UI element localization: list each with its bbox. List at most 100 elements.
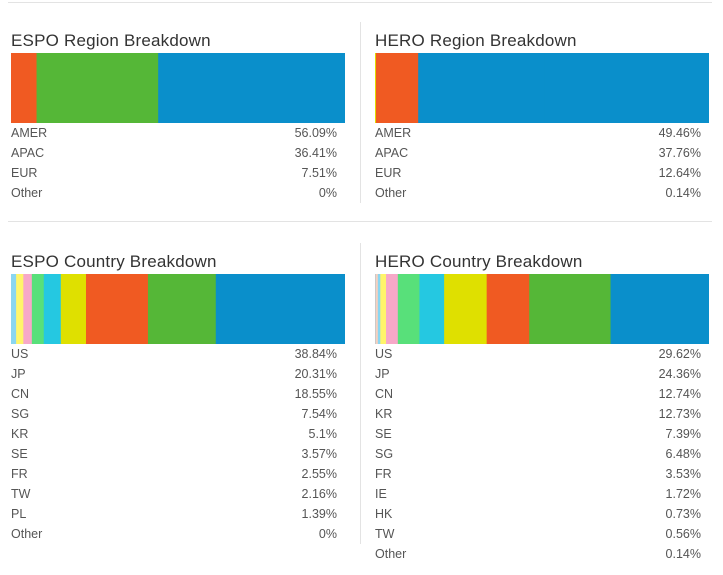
- legend-row-other: Other 0.14%: [375, 183, 701, 203]
- bar-segment-sg: [60, 274, 86, 344]
- legend-label: SE: [375, 427, 392, 441]
- legend-row-se: SE 3.57%: [11, 444, 337, 464]
- bar-segment-other: [375, 274, 376, 344]
- bar-segment-amer: [157, 53, 345, 123]
- legend-row-kr: KR 5.1%: [11, 424, 337, 444]
- legend-row-kr: KR 12.73%: [375, 404, 701, 424]
- chart-title: HERO Region Breakdown: [375, 31, 577, 50]
- legend-label: Other: [11, 186, 43, 200]
- legend-row-se: SE 7.39%: [375, 424, 701, 444]
- legend-label: IE: [375, 487, 387, 501]
- legend-row-cn: CN 18.55%: [11, 384, 337, 404]
- stacked-bar: [11, 274, 345, 344]
- legend-rows: US 38.84% JP 20.31% CN 18.55% SG 7.54% KR 5.1% SE 3…: [11, 344, 337, 544]
- legend-value: 3.53%: [665, 467, 701, 481]
- legend-rows: AMER 56.09% APAC 36.41% EUR 7.51% Other 0%: [11, 123, 337, 203]
- legend-row-apac: APAC 36.41%: [11, 143, 337, 163]
- stacked-bar: [375, 274, 709, 344]
- legend-value: 0.73%: [665, 507, 701, 521]
- bar-segment-ie: [379, 274, 387, 344]
- legend-label: FR: [375, 467, 392, 481]
- legend-value: 37.76%: [658, 146, 701, 160]
- legend-value: 0.14%: [665, 186, 701, 200]
- legend-row-jp: JP 20.31%: [11, 364, 337, 384]
- legend-label: Other: [375, 186, 407, 200]
- chart-title: ESPO Region Breakdown: [11, 31, 211, 50]
- legend-row-other: Other 0%: [11, 183, 337, 203]
- legend-label: EUR: [11, 166, 38, 180]
- legend-value: 3.57%: [301, 447, 337, 461]
- middle-divider: [8, 221, 712, 222]
- bar-segment-fr: [385, 274, 398, 344]
- legend-label: FR: [11, 467, 28, 481]
- column-divider-top: [360, 22, 361, 203]
- bar-segment-eur: [11, 53, 37, 123]
- bar-segment-amer: [543, 53, 709, 123]
- legend-value: 5.1%: [308, 427, 338, 441]
- legend-value: 0%: [318, 186, 337, 200]
- bar-segment-hk: [377, 274, 381, 344]
- bar-segment-us: [610, 274, 709, 344]
- bar-segment-jp: [147, 274, 216, 344]
- bar-segment-apac: [36, 53, 159, 123]
- legend-label: APAC: [375, 146, 409, 160]
- legend-label: APAC: [11, 146, 45, 160]
- legend-row-eur: EUR 7.51%: [11, 163, 337, 183]
- legend-label: Other: [375, 547, 407, 561]
- legend-value: 1.72%: [665, 487, 701, 501]
- legend-value: 24.36%: [658, 367, 701, 381]
- bar-segment-sg: [397, 274, 420, 344]
- legend-row-fr: FR 3.53%: [375, 464, 701, 484]
- legend-rows: AMER 49.46% APAC 37.76% EUR 12.64% Other 0.14%: [375, 123, 701, 203]
- legend-value: 49.46%: [658, 126, 701, 140]
- legend-label: AMER: [11, 126, 48, 140]
- chart-title: HERO Country Breakdown: [375, 252, 583, 271]
- legend-value: 2.55%: [301, 467, 337, 481]
- legend-label: KR: [11, 427, 29, 441]
- bar-segment-jp: [528, 274, 611, 344]
- legend-value: 1.39%: [301, 507, 337, 521]
- legend-label: EUR: [375, 166, 402, 180]
- legend-label: CN: [11, 387, 30, 401]
- bar-segment-tw: [15, 274, 24, 344]
- bar-segment-other: [375, 53, 376, 123]
- legend-label: SG: [11, 407, 30, 421]
- legend-row-ie: IE 1.72%: [375, 484, 701, 504]
- legend-row-other: Other 0%: [11, 524, 337, 544]
- stacked-bar: [375, 53, 709, 123]
- top-divider: [8, 2, 712, 3]
- legend-row-us: US 29.62%: [375, 344, 701, 364]
- legend-label: JP: [11, 367, 26, 381]
- legend-value: 7.54%: [301, 407, 337, 421]
- legend-label: Other: [11, 527, 43, 541]
- legend-value: 56.09%: [294, 126, 337, 140]
- bar-segment-us: [215, 274, 345, 344]
- legend-rows: US 29.62% JP 24.36% CN 12.74% KR 12.73% SE 7.39% S…: [375, 344, 701, 564]
- legend-value: 18.55%: [294, 387, 337, 401]
- legend-label: KR: [375, 407, 393, 421]
- legend-label: PL: [11, 507, 27, 521]
- bar-segment-se: [31, 274, 44, 344]
- legend-row-tw: TW 2.16%: [11, 484, 337, 504]
- legend-label: TW: [11, 487, 31, 501]
- bar-segment-cn: [85, 274, 148, 344]
- legend-label: SG: [375, 447, 394, 461]
- chart-title: ESPO Country Breakdown: [11, 252, 217, 271]
- legend-row-amer: AMER 56.09%: [11, 123, 337, 143]
- bar-segment-apac: [417, 53, 545, 123]
- bar-segment-fr: [22, 274, 32, 344]
- legend-label: HK: [375, 507, 393, 521]
- bar-segment-se: [418, 274, 445, 344]
- legend-value: 0.56%: [665, 527, 701, 541]
- legend-label: AMER: [375, 126, 412, 140]
- bar-segment-cn: [486, 274, 530, 344]
- legend-value: 29.62%: [658, 347, 701, 361]
- legend-row-sg: SG 6.48%: [375, 444, 701, 464]
- legend-value: 6.48%: [665, 447, 701, 461]
- legend-row-tw: TW 0.56%: [375, 524, 701, 544]
- legend-value: 12.73%: [658, 407, 701, 421]
- legend-label: TW: [375, 527, 395, 541]
- bar-segment-tw: [375, 274, 378, 344]
- column-divider-bottom: [360, 243, 361, 544]
- bar-segment-eur: [375, 53, 419, 123]
